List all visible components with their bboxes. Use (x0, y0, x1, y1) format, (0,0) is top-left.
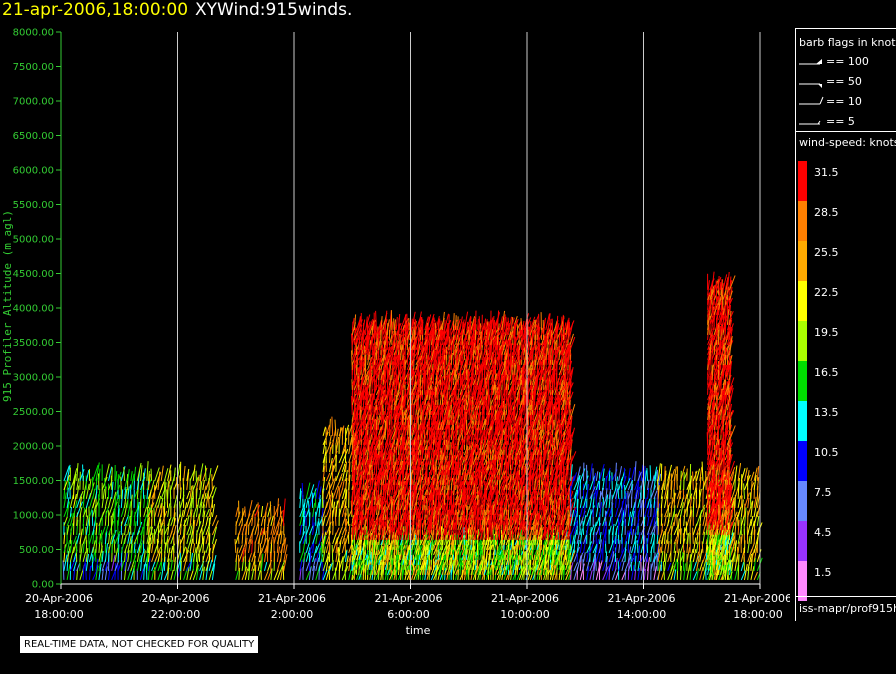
x-tick-time: 10:00:00 (500, 608, 549, 621)
y-tick-labels: 0.00 500.00 1000.00 1500.00 2000.00 2500.00 30… (13, 28, 61, 591)
speed-label: 4.5 (814, 526, 832, 539)
y-tick-label: 1500.00 (13, 476, 54, 487)
wind-segment-3 (146, 461, 219, 581)
speed-label: 19.5 (814, 326, 839, 339)
y-tick-label: 0.00 (32, 580, 54, 591)
wind-segment-2 (98, 461, 153, 581)
wind-segment-4 (234, 498, 288, 581)
wind-segment-1 (62, 462, 100, 581)
chart-date-title: 21-apr-2006,18:00:00 (2, 0, 189, 20)
barb-legend-label: == 5 (826, 115, 855, 128)
x-tick-time: 22:00:00 (151, 608, 200, 621)
y-tick-label: 6500.00 (13, 131, 54, 142)
speed-legend-title: wind-speed: knots (799, 136, 896, 149)
y-tick-label: 4500.00 (13, 269, 54, 280)
x-tick-time: 18:00:00 (733, 608, 782, 621)
y-tick-label: 1000.00 (13, 511, 54, 522)
barb-legend-label: == 10 (826, 95, 862, 108)
barb-legend-label: == 100 (826, 55, 869, 68)
speed-swatch (798, 161, 807, 201)
barb-symbol-icon (799, 59, 822, 65)
wind-segment-10 (706, 271, 736, 581)
speed-swatch (798, 241, 807, 281)
speed-swatch (798, 521, 807, 561)
x-tick-date: 21-Apr-2006 (374, 592, 442, 605)
speed-label: 7.5 (814, 486, 832, 499)
barb-symbol-icon (799, 120, 821, 125)
y-tick-label: 7500.00 (13, 62, 54, 73)
x-tick-time: 2:00:00 (271, 608, 313, 621)
speed-label: 28.5 (814, 206, 839, 219)
wind-barb-layer (62, 271, 763, 581)
y-tick-label: 500.00 (19, 545, 54, 556)
legend-divider (796, 131, 896, 132)
speed-label: 1.5 (814, 566, 832, 579)
y-tick-label: 6000.00 (13, 166, 54, 177)
y-tick-label: 2000.00 (13, 442, 54, 453)
speed-label: 10.5 (814, 446, 839, 459)
x-tick-time: 18:00:00 (34, 608, 83, 621)
x-axis-label: time (406, 624, 431, 637)
chart-product-title: XYWind:915winds. (195, 0, 353, 20)
x-tick-labels: 20-Apr-2006 18:00:00 20-Apr-2006 22:00:00 21… (25, 584, 790, 621)
legend-panel: barb flags in knots == 100 == 50 == 10 == 5… (795, 28, 896, 621)
y-tick-label: 5000.00 (13, 235, 54, 246)
wind-segment-7 (351, 310, 577, 581)
speed-swatch (798, 441, 807, 481)
speed-label: 16.5 (814, 366, 839, 379)
speed-label: 13.5 (814, 406, 839, 419)
y-tick-label: 3500.00 (13, 338, 54, 349)
barb-symbol-icon (799, 83, 822, 88)
barb-symbol-icon (799, 96, 824, 105)
x-tick-date: 21-Apr-2006 (724, 592, 790, 605)
speed-swatch (798, 401, 807, 441)
speed-color-scale: 31.5 28.5 25.5 22.5 19.5 16.5 13.5 10.5 7.5 4.5 1.… (798, 161, 839, 601)
y-tick-label: 8000.00 (13, 28, 54, 39)
quality-notice: REAL-TIME DATA, NOT CHECKED FOR QUALITY (20, 636, 259, 653)
time-gridlines (177, 32, 761, 584)
speed-label: 22.5 (814, 286, 839, 299)
x-tick-date: 21-Apr-2006 (491, 592, 559, 605)
legend-divider (796, 596, 896, 597)
x-tick-date: 20-Apr-2006 (141, 592, 209, 605)
speed-swatch (798, 201, 807, 241)
y-tick-label: 2500.00 (13, 407, 54, 418)
barb-legend-label: == 50 (826, 75, 862, 88)
y-tick-label: 3000.00 (13, 373, 54, 384)
speed-swatch (798, 281, 807, 321)
wind-profile-chart: 0.00 500.00 1000.00 1500.00 2000.00 2500.00 30… (1, 28, 790, 638)
speed-swatch (798, 321, 807, 361)
data-source-label: iss-mapr/prof915h (799, 602, 896, 615)
wind-segment-5 (299, 480, 327, 581)
y-tick-label: 5500.00 (13, 200, 54, 211)
speed-swatch (798, 561, 807, 601)
speed-label: 31.5 (814, 166, 839, 179)
x-tick-date: 21-Apr-2006 (607, 592, 675, 605)
wind-segment-8 (569, 461, 663, 581)
x-tick-time: 6:00:00 (387, 608, 429, 621)
speed-label: 25.5 (814, 246, 839, 259)
y-tick-label: 7000.00 (13, 97, 54, 108)
y-tick-label: 4000.00 (13, 304, 54, 315)
speed-swatch (798, 361, 807, 401)
x-tick-date: 20-Apr-2006 (25, 592, 93, 605)
y-axis-label: 915 Profiler Altitude (m agl) (1, 210, 14, 402)
x-tick-time: 14:00:00 (617, 608, 666, 621)
x-tick-date: 21-Apr-2006 (258, 592, 326, 605)
speed-swatch (798, 481, 807, 521)
barb-legend-title: barb flags in knots (799, 36, 896, 49)
